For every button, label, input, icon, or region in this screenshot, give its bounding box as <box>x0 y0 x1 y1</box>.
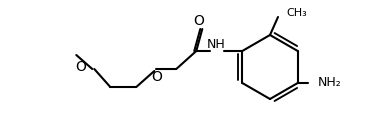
Text: NH: NH <box>207 38 226 51</box>
Text: O: O <box>151 70 162 84</box>
Text: CH₃: CH₃ <box>286 8 307 18</box>
Text: NH₂: NH₂ <box>318 77 341 90</box>
Text: O: O <box>193 14 204 28</box>
Text: O: O <box>76 60 86 74</box>
